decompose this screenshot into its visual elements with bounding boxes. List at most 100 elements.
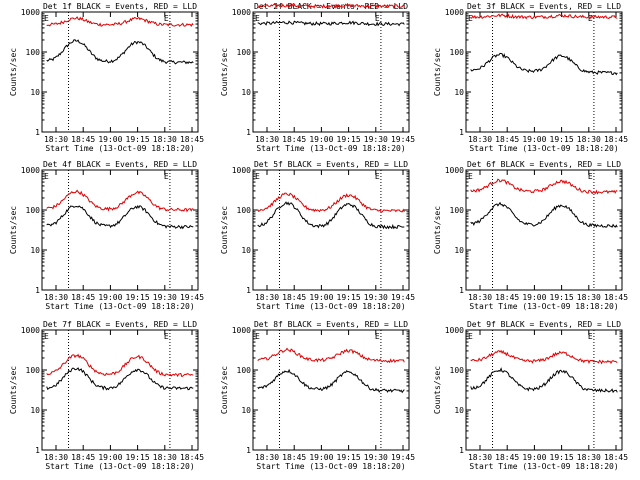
- x-tick-label: 19:15: [550, 135, 574, 144]
- y-tick-label: 100: [26, 366, 41, 375]
- y-tick-label: 10: [241, 88, 251, 97]
- x-tick-label: 18:45: [71, 293, 95, 302]
- panel-9: Det 9f BLACK = Events, RED = LLD 1 10 100 10…: [433, 320, 628, 471]
- panel-title: Det 3f BLACK = Events, RED = LLD: [467, 2, 621, 11]
- y-tick-label: 100: [237, 48, 252, 57]
- y-tick-label: 10: [30, 88, 40, 97]
- y-tick-label: 10: [30, 406, 40, 415]
- y-tick-label: 100: [450, 206, 465, 215]
- panel-5: Det 5f BLACK = Events, RED = LLD 1 10 100 10…: [220, 160, 415, 311]
- series-events: [46, 204, 194, 230]
- x-tick-label: 18:45: [495, 453, 519, 462]
- x-tick-label: 19:15: [337, 453, 361, 462]
- y-tick-label: 1: [35, 128, 40, 137]
- x-tick-label: 19:45: [391, 453, 415, 462]
- panel-8: Det 8f BLACK = Events, RED = LLD 1 10 100 10…: [220, 320, 415, 471]
- series-events: [470, 201, 618, 228]
- x-tick-label: 18:30: [577, 135, 601, 144]
- y-tick-label: 1000: [21, 8, 40, 17]
- plot-frame: [41, 169, 199, 291]
- series-lld: [46, 189, 194, 213]
- x-axis-label: Start Time (13-Oct-09 18:18:20): [256, 144, 405, 153]
- y-axis-label: Counts/sec: [220, 206, 229, 254]
- y-tick-label: 1000: [232, 166, 251, 175]
- y-tick-label: 100: [26, 48, 41, 57]
- x-tick-label: 19:30: [153, 293, 177, 302]
- x-tick-label: 19:00: [309, 453, 333, 462]
- x-axis-label: Start Time (13-Oct-09 18:18:20): [256, 302, 405, 311]
- panel-title: Det 5f BLACK = Events, RED = LLD: [254, 160, 408, 169]
- x-tick-label: 19:30: [364, 293, 388, 302]
- marker-label-left: E: [255, 172, 260, 181]
- y-tick-label: 1: [35, 286, 40, 295]
- y-tick-label: 10: [241, 406, 251, 415]
- marker-label-right: E: [164, 172, 169, 181]
- panel-4: Det 4f BLACK = Events, RED = LLD 1 10 100 10…: [9, 160, 204, 311]
- series-lld: [257, 192, 405, 213]
- series-lld: [46, 16, 194, 27]
- panel-1: Det 1f BLACK = Events, RED = LLD 1 10 100 10…: [9, 2, 204, 153]
- y-tick-label: 10: [241, 246, 251, 255]
- y-tick-label: 1000: [232, 326, 251, 335]
- panel-2: Det 2f BLACK = Events, RED = LLD11010010…: [220, 2, 415, 153]
- x-tick-label: 18:45: [495, 135, 519, 144]
- series-lld: [46, 353, 194, 378]
- y-tick-label: 10: [30, 246, 40, 255]
- x-tick-label: 19:45: [180, 293, 204, 302]
- x-tick-label: 18:30: [255, 453, 279, 462]
- y-tick-label: 1: [459, 286, 464, 295]
- x-tick-label: 19:15: [550, 453, 574, 462]
- plot-frame: [465, 169, 623, 291]
- x-axis-label: Start Time (13-Oct-09 18:18:20): [469, 302, 618, 311]
- x-tick-label: 18:45: [282, 453, 306, 462]
- marker-label-right: E: [375, 14, 380, 23]
- series-lld: [470, 178, 618, 195]
- x-tick-label: 18:30: [468, 453, 492, 462]
- x-axis-label: Start Time (13-Oct-09 18:18:20): [45, 144, 194, 153]
- y-tick-label: 1: [246, 286, 251, 295]
- y-axis-label: Counts/sec: [220, 366, 229, 414]
- x-tick-label: 19:00: [522, 135, 546, 144]
- x-tick-label: 18:30: [468, 135, 492, 144]
- series-events: [46, 367, 194, 391]
- x-tick-label: 18:45: [180, 453, 204, 462]
- y-tick-label: 100: [237, 206, 252, 215]
- x-tick-label: 19:00: [522, 293, 546, 302]
- x-tick-label: 19:00: [309, 293, 333, 302]
- y-axis-label: Counts/sec: [220, 48, 229, 96]
- x-tick-label: 18:30: [468, 293, 492, 302]
- y-tick-label: 1000: [445, 8, 464, 17]
- x-axis-label: Start Time (13-Oct-09 18:18:20): [45, 302, 194, 311]
- y-tick-label: 1: [246, 128, 251, 137]
- panel-title: Det 9f BLACK = Events, RED = LLD: [467, 320, 621, 329]
- marker-label-left: E: [468, 14, 473, 23]
- y-axis-label: Counts/sec: [433, 366, 442, 414]
- y-tick-label: 1: [459, 446, 464, 455]
- y-tick-label: 1: [35, 446, 40, 455]
- marker-label-right: E: [164, 332, 169, 341]
- y-axis-label: Counts/sec: [9, 366, 18, 414]
- series-lld: [257, 3, 405, 9]
- y-tick-label: 100: [237, 366, 252, 375]
- x-tick-label: 19:30: [364, 135, 388, 144]
- y-axis-label: Counts/sec: [433, 206, 442, 254]
- marker-label-left: E: [255, 14, 260, 23]
- marker-label-left: E: [255, 332, 260, 341]
- panel-title: Det 4f BLACK = Events, RED = LLD: [43, 160, 197, 169]
- marker-label-left: E: [44, 14, 49, 23]
- y-tick-label: 1000: [445, 166, 464, 175]
- panel-title: Det 8f BLACK = Events, RED = LLD: [254, 320, 408, 329]
- plot-frame: [41, 11, 199, 133]
- series-events: [470, 52, 618, 76]
- x-tick-label: 19:15: [337, 293, 361, 302]
- y-tick-label: 10: [454, 406, 464, 415]
- x-tick-label: 19:00: [98, 293, 122, 302]
- series-events: [470, 367, 618, 394]
- x-tick-label: 19:15: [337, 135, 361, 144]
- y-tick-label: 100: [450, 48, 465, 57]
- x-tick-label: 19:00: [98, 453, 122, 462]
- y-tick-label: 1000: [21, 326, 40, 335]
- panel-title: Det 1f BLACK = Events, RED = LLD: [43, 2, 197, 11]
- marker-label-left: E: [44, 332, 49, 341]
